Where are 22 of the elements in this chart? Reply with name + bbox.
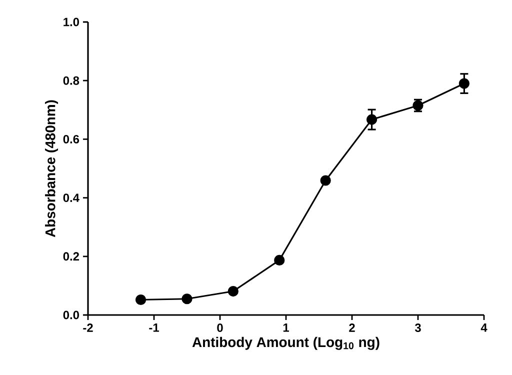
point bbox=[458, 78, 470, 89]
x-tick-label: 2 bbox=[349, 324, 355, 332]
y-tick-label: 0.4 bbox=[63, 194, 80, 202]
point bbox=[320, 175, 331, 186]
point bbox=[136, 294, 146, 306]
y-tick-label: 0.8 bbox=[63, 76, 80, 85]
point bbox=[228, 286, 238, 297]
point bbox=[366, 114, 378, 125]
point bbox=[182, 294, 192, 304]
x-tick-label: 0 bbox=[217, 324, 223, 332]
y-axis-title: Absorbance (480nm) bbox=[45, 100, 58, 238]
point bbox=[274, 254, 285, 266]
x-axis-title: Antibody Amount (Log$_{10}$ ng) bbox=[192, 336, 380, 350]
x-tick-label: -2 bbox=[83, 324, 93, 332]
x-tick-label: 3 bbox=[414, 324, 421, 332]
x-tick-label: 4 bbox=[480, 324, 488, 332]
y-tick-label: 1.0 bbox=[64, 18, 79, 26]
x-tick-label: -1 bbox=[149, 324, 159, 332]
y-tick-label: 0.0 bbox=[63, 310, 79, 320]
x-tick-label: 1 bbox=[283, 324, 289, 332]
y-tick-label: 0.6 bbox=[63, 134, 80, 144]
y-tick-label: 0.2 bbox=[63, 252, 80, 261]
